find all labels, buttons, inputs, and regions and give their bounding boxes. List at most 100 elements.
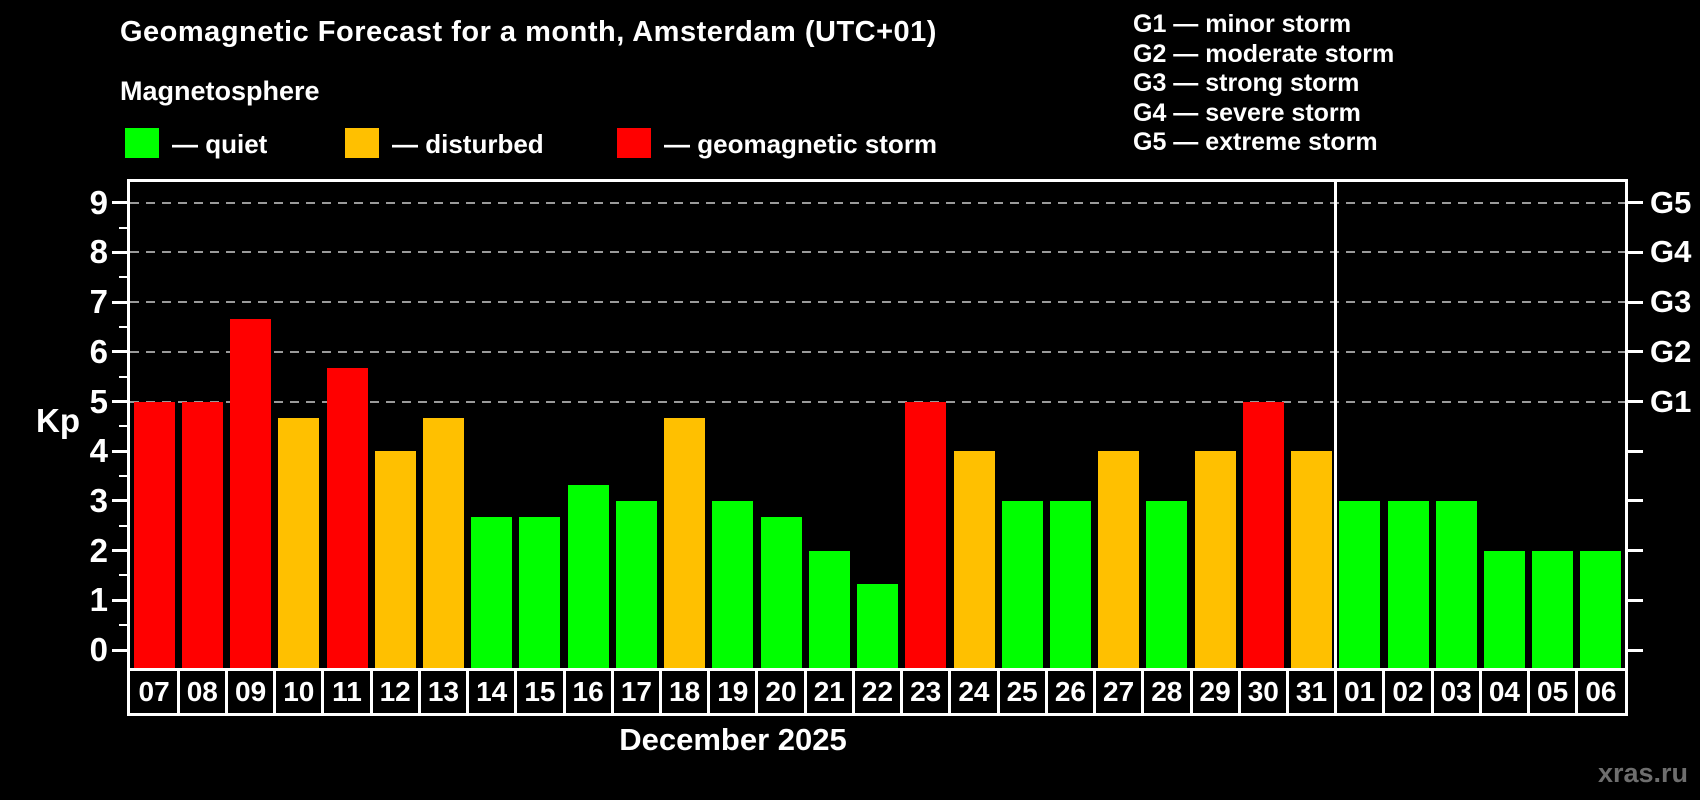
kp-bar-day-07 [133,401,175,668]
kp-bar-day-13 [423,417,464,668]
g2-legend-line: G2 — moderate storm [1133,39,1395,68]
day-label: 09 [235,676,267,707]
disturbed-legend-swatch [345,128,379,158]
y-axis-tick-label: 9 [89,183,108,221]
day-label: 29 [1199,676,1231,707]
kp-bar-day-17 [615,500,657,668]
y-axis-minor-tick [119,475,127,478]
day-label: 20 [765,676,797,707]
day-label: 18 [669,676,701,707]
kp-bar-day-06 [1580,550,1622,668]
quiet-legend-label: — quiet [172,129,268,159]
day-label: 08 [186,676,218,707]
day-cell-separator [273,671,277,713]
y-axis-tick-label: 0 [89,631,108,668]
day-cell-separator [707,671,711,713]
g5-legend-line: G5 — extreme storm [1133,128,1378,156]
day-cell-separator [1189,671,1193,713]
y-axis-tick-label: 1 [89,581,108,619]
watermark: xras.ru [1597,758,1688,788]
right-axis-tick [1628,300,1643,304]
y-axis-minor-tick [119,425,127,428]
y-axis-major-tick [112,201,127,205]
right-axis-tick [1628,499,1643,503]
day-label: 27 [1103,676,1135,707]
day-label: 12 [379,676,411,707]
g-scale-legend: G1 — minor storm G2 — moderate storm G3 … [1133,10,1394,158]
kp-bar-day-24 [953,451,995,668]
kp-bar-day-03 [1435,500,1477,668]
kp-bar-day-11 [326,368,368,668]
y-axis-major-tick [112,300,127,304]
day-cell-separator [659,671,662,713]
right-axis-label-g1: G1 [1650,383,1692,419]
day-cell-separator [1237,671,1241,713]
day-label: 13 [427,676,460,707]
day-label: 11 [332,676,362,707]
gridline-kp5 [130,400,1625,403]
day-cell-separator [755,671,759,713]
kp-bar-day-29 [1194,451,1236,668]
day-cell-separator [1093,671,1096,713]
day-cell-separator [176,671,180,713]
y-axis-major-tick [112,250,127,254]
month-divider-line [1334,182,1338,668]
day-cell-separator [900,671,904,713]
right-axis-tick [1628,648,1643,652]
plot-area [127,179,1628,671]
kp-bar-day-10 [278,417,320,668]
day-label: 22 [861,676,894,707]
y-axis-minor-tick [119,524,127,527]
gridline-kp7 [130,301,1625,304]
kp-bar-day-01 [1339,500,1381,668]
kp-bar-day-31 [1291,451,1332,668]
y-axis-major-tick [112,400,127,403]
day-label: 07 [138,676,170,707]
kp-bar-day-19 [712,500,754,668]
day-label: 15 [524,676,556,707]
y-axis-tick-label: 8 [89,233,108,271]
kp-bar-day-02 [1387,500,1429,668]
day-label: 03 [1440,676,1472,707]
y-axis-tick-label: 7 [89,283,108,321]
right-axis-tick [1628,598,1643,602]
kp-bar-day-18 [664,417,706,668]
day-label: 17 [620,676,652,707]
day-cell-separator [948,671,952,713]
y-axis-major-tick [112,549,127,553]
day-label: 30 [1247,676,1279,707]
y-axis-tick-label: 2 [89,531,108,569]
kp-bar-day-14 [471,517,513,668]
day-cell-separator [321,671,325,713]
day-cell-separator [1141,671,1145,713]
right-axis-tick [1628,201,1643,205]
day-label: 01 [1344,676,1376,707]
magnetosphere-subtitle: Magnetosphere [120,76,320,106]
y-axis-minor-tick [119,226,127,229]
day-label: 23 [910,676,942,707]
kp-bar-day-22 [857,583,898,668]
day-label: 04 [1488,676,1520,707]
g4-legend-line: G4 — severe storm [1133,98,1361,127]
day-cell-separator [417,671,421,713]
kp-bar-day-16 [567,484,609,668]
right-axis-label-g4: G4 [1650,234,1692,270]
chart-title: Geomagnetic Forecast for a month, Amster… [120,16,937,48]
y-axis-tick-label: 3 [89,481,108,519]
x-axis-day-row: 07 08 09 10 11 12 13 14 15 16 17 18 19 20 21 22 23 24 25 26… [127,668,1628,716]
day-cell-separator [1334,671,1338,713]
y-axis-title: Kp [36,402,80,439]
right-axis-label-g3: G3 [1650,284,1692,320]
day-label: 06 [1585,676,1617,707]
kp-bar-day-30 [1242,401,1284,668]
kp-bar-day-09 [230,318,272,668]
kp-bar-day-12 [374,451,416,668]
kp-bar-day-21 [808,550,850,668]
day-cell-separator [1478,671,1482,713]
disturbed-legend-label: — disturbed [392,129,544,159]
day-cell-separator [1430,671,1434,713]
day-label: 05 [1537,676,1569,707]
day-label: 25 [1006,676,1038,707]
y-axis-tick-label: 5 [89,382,108,420]
day-cell-separator [996,671,1000,713]
